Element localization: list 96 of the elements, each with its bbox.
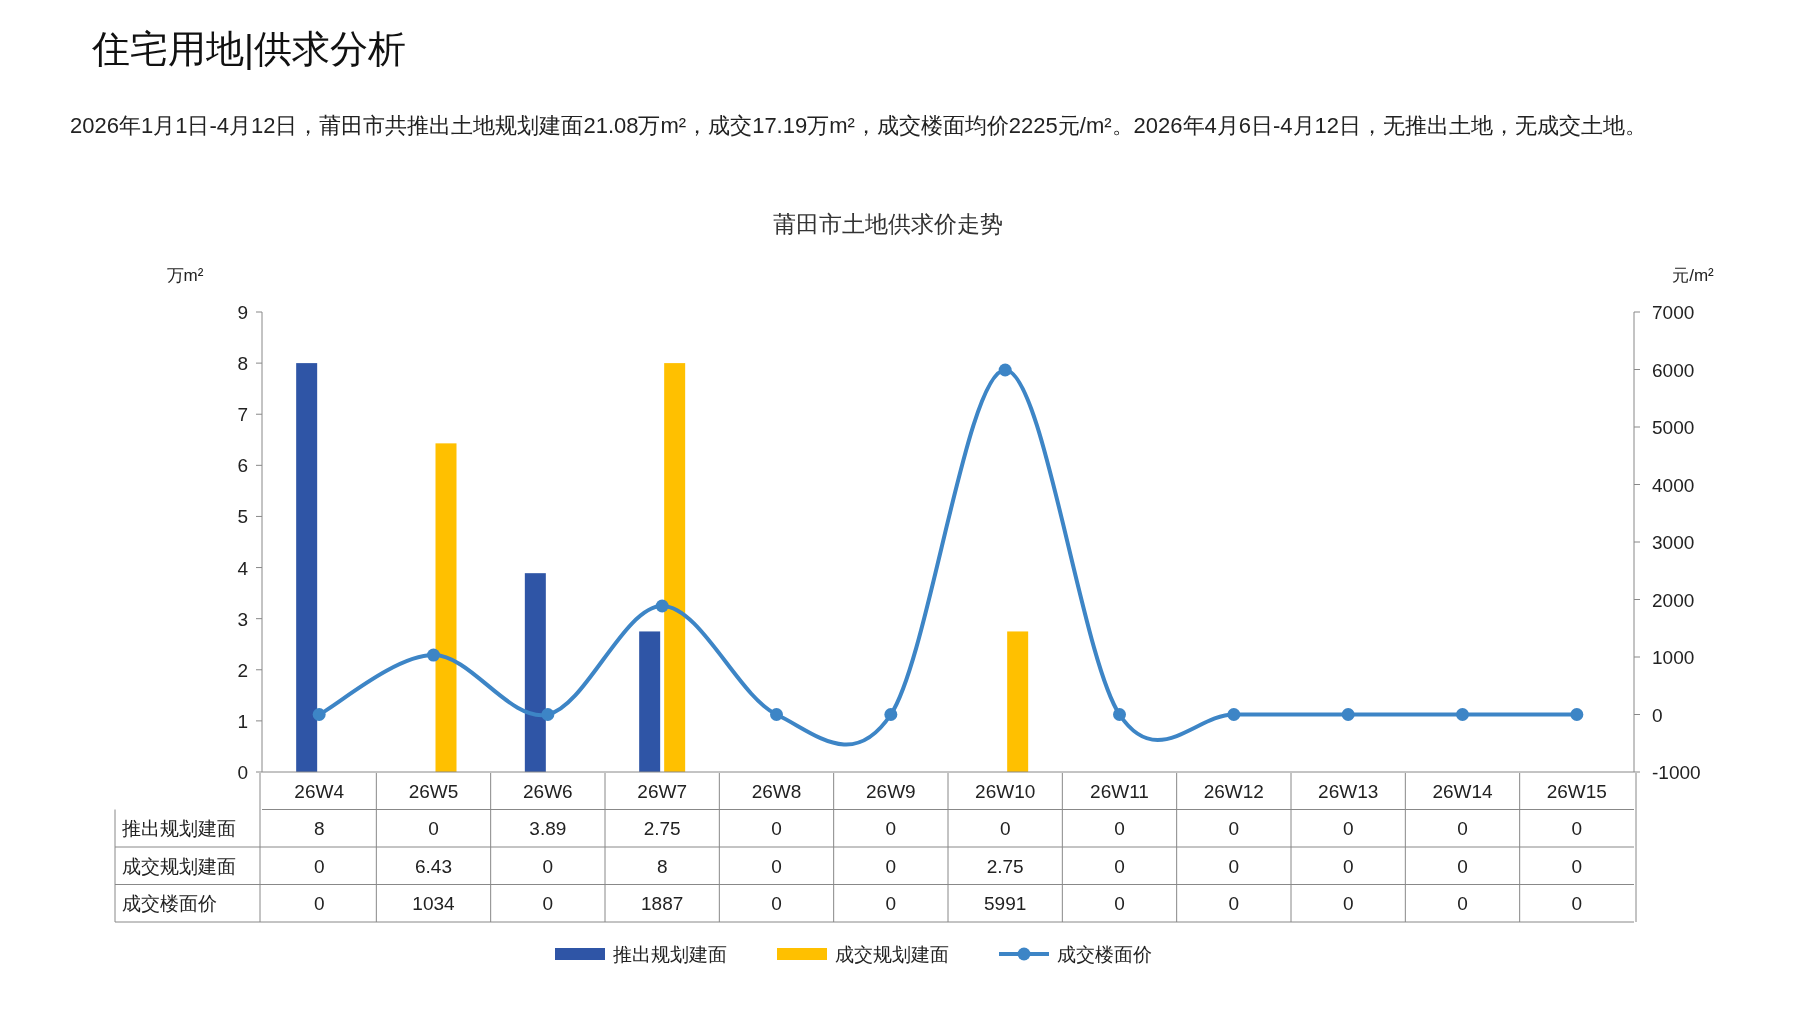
x-tick-label: 26W11 — [1090, 780, 1149, 802]
x-tick-label: 26W14 — [1432, 780, 1494, 802]
legend-label: 成交楼面价 — [1057, 944, 1152, 965]
data-label: 0 — [1228, 855, 1240, 877]
y-tick-label: 9 — [237, 302, 248, 323]
data-label: 3.89 — [529, 818, 567, 840]
data-label: 0 — [885, 893, 897, 915]
y2-tick-label: 5000 — [1652, 417, 1695, 438]
data-label: 6.43 — [415, 855, 452, 877]
bar — [524, 573, 546, 772]
y2-tick-label: 6000 — [1652, 359, 1695, 381]
y2-tick-label: -1000 — [1652, 762, 1701, 783]
point — [427, 648, 440, 662]
y-tick-label: 7 — [237, 404, 248, 426]
bar — [639, 631, 661, 772]
x-tick-label: 26W10 — [975, 780, 1036, 802]
data-label: 1887 — [641, 893, 684, 915]
data-label: 1034 — [412, 893, 456, 915]
data-label: 0 — [771, 893, 782, 915]
point — [1227, 708, 1241, 721]
data-label: 0 — [1571, 818, 1583, 840]
data-label: 0 — [1114, 818, 1125, 840]
y-tick-label: 2 — [237, 659, 248, 681]
data-label: 0 — [1228, 893, 1240, 915]
x-tick-label: 26W15 — [1546, 780, 1607, 802]
legend-label: 推出规划建面 — [613, 944, 727, 965]
bar — [664, 363, 686, 772]
y2-tick-label: 2000 — [1652, 589, 1695, 611]
y-tick-label: 5 — [237, 506, 248, 528]
data-label: 0 — [1457, 855, 1468, 877]
point — [1341, 708, 1355, 721]
y2-tick-label: 4000 — [1652, 474, 1695, 496]
data-label: 2.75 — [643, 818, 681, 840]
data-label: 0 — [542, 855, 554, 877]
data-label: 0 — [999, 818, 1011, 840]
x-tick-label: 26W13 — [1318, 780, 1379, 802]
y-tick-label: 4 — [237, 557, 249, 579]
point — [770, 708, 783, 721]
data-label: 0 — [771, 818, 782, 840]
point — [884, 708, 898, 721]
text: 成交规划建面 — [122, 855, 236, 877]
point — [655, 599, 669, 613]
data-label: 2.75 — [986, 855, 1024, 877]
y-tick-label: 1 — [237, 710, 248, 732]
data-label: 5991 — [984, 893, 1027, 915]
point — [312, 708, 326, 721]
data-label: 0 — [428, 818, 439, 840]
y2-tick-label: 7000 — [1652, 302, 1695, 323]
y2-tick-label: 1000 — [1652, 647, 1695, 668]
data-label: 0 — [313, 855, 325, 877]
data-label: 0 — [1571, 855, 1583, 877]
x-tick-label: 26W12 — [1203, 780, 1264, 802]
data-label: 0 — [1114, 855, 1125, 877]
data-label: 0 — [1457, 893, 1468, 915]
y2-tick-label: 0 — [1652, 704, 1663, 726]
y-tick-label: 3 — [237, 608, 248, 630]
data-label: 0 — [885, 818, 897, 840]
data-label: 0 — [542, 893, 554, 915]
x-tick-label: 26W5 — [408, 780, 459, 802]
text: 推出规划建面 — [122, 818, 236, 840]
point — [1456, 708, 1469, 721]
data-label: 0 — [885, 855, 897, 877]
data-label: 0 — [771, 855, 782, 877]
data-label: 0 — [1114, 893, 1125, 915]
y-axis-title: 万m² — [166, 266, 204, 285]
data-label: 0 — [1228, 818, 1240, 840]
data-label: 0 — [313, 893, 325, 915]
text: 成交楼面价 — [122, 893, 217, 915]
x-tick-label: 26W7 — [637, 780, 687, 802]
x-tick-label: 26W6 — [523, 780, 573, 802]
chart-title: 莆田市土地供求价走势 — [773, 211, 1003, 237]
text: 住宅用地|供求分析 — [91, 28, 406, 70]
y-tick-label: 0 — [237, 762, 248, 783]
bar — [435, 443, 457, 772]
data-label: 0 — [1342, 893, 1354, 915]
data-label: 0 — [1457, 818, 1468, 840]
point — [1113, 708, 1126, 721]
y2-axis-title: 元/m² — [1672, 266, 1715, 285]
y-tick-label: 8 — [237, 353, 248, 375]
data-label: 0 — [1342, 818, 1354, 840]
data-label: 8 — [656, 855, 668, 877]
data-label: 0 — [1342, 855, 1354, 877]
point — [541, 708, 555, 721]
legend-label: 成交规划建面 — [835, 944, 949, 965]
point — [998, 363, 1012, 377]
y2-tick-label: 3000 — [1652, 532, 1695, 553]
x-tick-label: 26W4 — [294, 780, 345, 802]
x-tick-label: 26W9 — [866, 780, 916, 802]
x-tick-label: 26W8 — [751, 780, 802, 802]
point — [1570, 708, 1584, 721]
data-label: 0 — [1571, 893, 1583, 915]
y-tick-label: 6 — [237, 455, 248, 477]
data-label: 8 — [313, 818, 325, 840]
text: 2026年1月1日-4月12日，莆田市共推出土地规划建面21.08万m²，成交17.19万m²，成交楼面均价2225元/m²。2026年4月6日-4月12日，无推出土地，无成交土地。 — [70, 112, 1648, 140]
bar — [1007, 631, 1029, 772]
bar — [296, 363, 318, 772]
